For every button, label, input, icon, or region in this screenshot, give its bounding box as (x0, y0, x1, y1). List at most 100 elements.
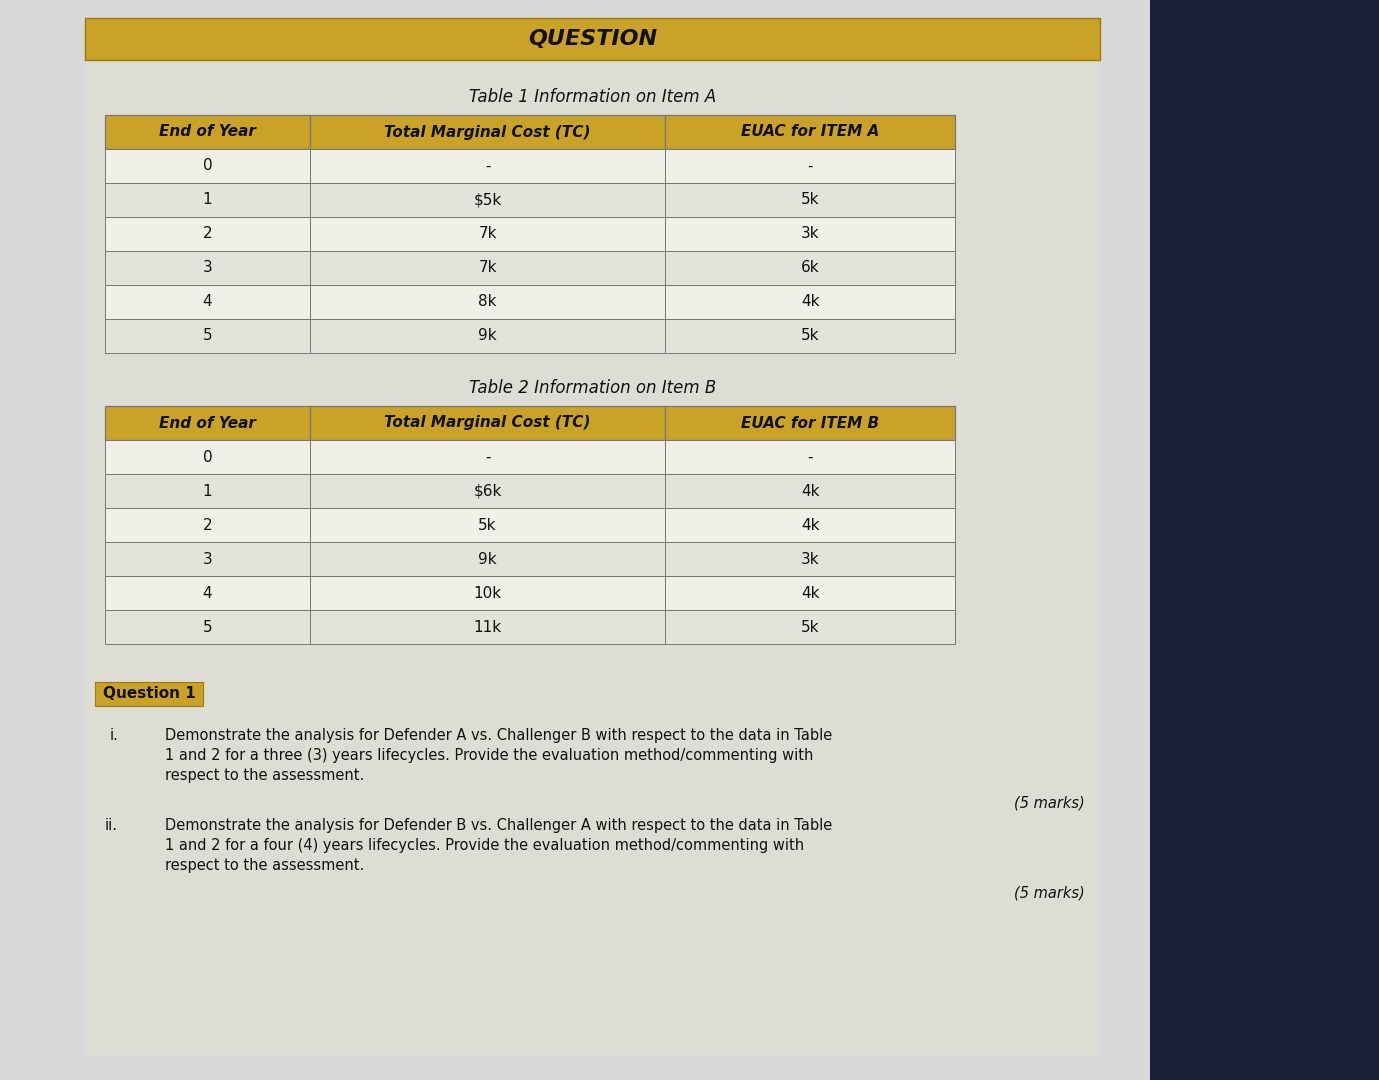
Text: ii.: ii. (105, 818, 119, 833)
Text: Total Marginal Cost (TC): Total Marginal Cost (TC) (385, 416, 590, 431)
Text: 5: 5 (203, 620, 212, 634)
Bar (665, 508, 956, 542)
Text: 1: 1 (203, 484, 212, 499)
Bar (665, 285, 956, 319)
Bar (310, 319, 665, 353)
Text: 4k: 4k (801, 517, 819, 532)
Text: 4: 4 (203, 295, 212, 310)
Text: -: - (807, 449, 812, 464)
Text: 6k: 6k (801, 260, 819, 275)
Bar (105, 576, 310, 610)
Bar (310, 114, 665, 149)
Text: 4k: 4k (801, 295, 819, 310)
Text: 5: 5 (203, 328, 212, 343)
Text: Table 2 Information on Item B: Table 2 Information on Item B (469, 379, 716, 397)
Text: 3: 3 (203, 552, 212, 567)
Text: 5k: 5k (801, 192, 819, 207)
Bar (665, 440, 956, 474)
Text: 9k: 9k (479, 552, 496, 567)
Text: 4k: 4k (801, 585, 819, 600)
Bar (310, 217, 665, 251)
Text: Total Marginal Cost (TC): Total Marginal Cost (TC) (385, 124, 590, 139)
Text: 0: 0 (203, 159, 212, 174)
Bar (105, 149, 310, 183)
Bar (105, 542, 310, 576)
Text: 1 and 2 for a four (4) years lifecycles. Provide the evaluation method/commentin: 1 and 2 for a four (4) years lifecycles.… (165, 838, 804, 853)
Bar (1150, 0, 1379, 1080)
Text: 4k: 4k (801, 484, 819, 499)
Text: Question 1: Question 1 (102, 687, 196, 702)
Text: Demonstrate the analysis for Defender A vs. Challenger B with respect to the dat: Demonstrate the analysis for Defender A … (165, 728, 833, 743)
Text: 9k: 9k (479, 328, 496, 343)
Bar (105, 217, 310, 251)
Bar (105, 319, 310, 353)
Text: End of Year: End of Year (159, 124, 256, 139)
Text: 5k: 5k (801, 620, 819, 634)
Text: respect to the assessment.: respect to the assessment. (165, 858, 364, 873)
Bar (310, 251, 665, 285)
Bar (665, 576, 956, 610)
Text: 7k: 7k (479, 260, 496, 275)
Text: -: - (807, 159, 812, 174)
Bar (310, 183, 665, 217)
Bar (105, 508, 310, 542)
Text: $6k: $6k (473, 484, 502, 499)
Text: 4: 4 (203, 585, 212, 600)
Text: $5k: $5k (473, 192, 502, 207)
Text: 5k: 5k (801, 328, 819, 343)
Text: 0: 0 (203, 449, 212, 464)
Bar (105, 474, 310, 508)
Bar (310, 610, 665, 644)
Text: End of Year: End of Year (159, 416, 256, 431)
Bar (310, 440, 665, 474)
Bar (310, 576, 665, 610)
Bar (105, 251, 310, 285)
Text: Table 1 Information on Item A: Table 1 Information on Item A (469, 87, 716, 106)
Text: i.: i. (110, 728, 119, 743)
Text: -: - (485, 159, 491, 174)
Bar (0, 0, 1150, 1080)
Bar (665, 149, 956, 183)
Bar (105, 610, 310, 644)
Text: 7k: 7k (479, 227, 496, 242)
Bar (310, 285, 665, 319)
Bar (105, 285, 310, 319)
Text: 10k: 10k (473, 585, 502, 600)
Text: Demonstrate the analysis for Defender B vs. Challenger A with respect to the dat: Demonstrate the analysis for Defender B … (165, 818, 833, 833)
Text: EUAC for ITEM B: EUAC for ITEM B (741, 416, 878, 431)
Text: 5k: 5k (479, 517, 496, 532)
Bar (95, 681, 203, 706)
Text: 2: 2 (203, 517, 212, 532)
Text: -: - (485, 449, 491, 464)
Text: 3k: 3k (801, 227, 819, 242)
Bar (665, 406, 956, 440)
Bar (85, 25, 1100, 1055)
Text: 1 and 2 for a three (3) years lifecycles. Provide the evaluation method/commenti: 1 and 2 for a three (3) years lifecycles… (165, 748, 814, 762)
Text: (5 marks): (5 marks) (1014, 796, 1085, 811)
Text: 3k: 3k (801, 552, 819, 567)
Text: (5 marks): (5 marks) (1014, 886, 1085, 901)
Bar (105, 183, 310, 217)
Bar (310, 406, 665, 440)
Bar (665, 319, 956, 353)
Bar (665, 251, 956, 285)
Text: respect to the assessment.: respect to the assessment. (165, 768, 364, 783)
Bar (105, 114, 310, 149)
Bar (105, 440, 310, 474)
Bar (665, 183, 956, 217)
Bar (665, 114, 956, 149)
Bar (105, 406, 310, 440)
Text: 1: 1 (203, 192, 212, 207)
Text: EUAC for ITEM A: EUAC for ITEM A (741, 124, 880, 139)
Bar (310, 474, 665, 508)
Bar (85, 18, 1100, 60)
Text: 2: 2 (203, 227, 212, 242)
Text: QUESTION: QUESTION (528, 29, 656, 49)
Bar (665, 610, 956, 644)
Bar (665, 217, 956, 251)
Bar (310, 508, 665, 542)
Bar (310, 149, 665, 183)
Text: 3: 3 (203, 260, 212, 275)
Text: 8k: 8k (479, 295, 496, 310)
Text: 11k: 11k (473, 620, 502, 634)
